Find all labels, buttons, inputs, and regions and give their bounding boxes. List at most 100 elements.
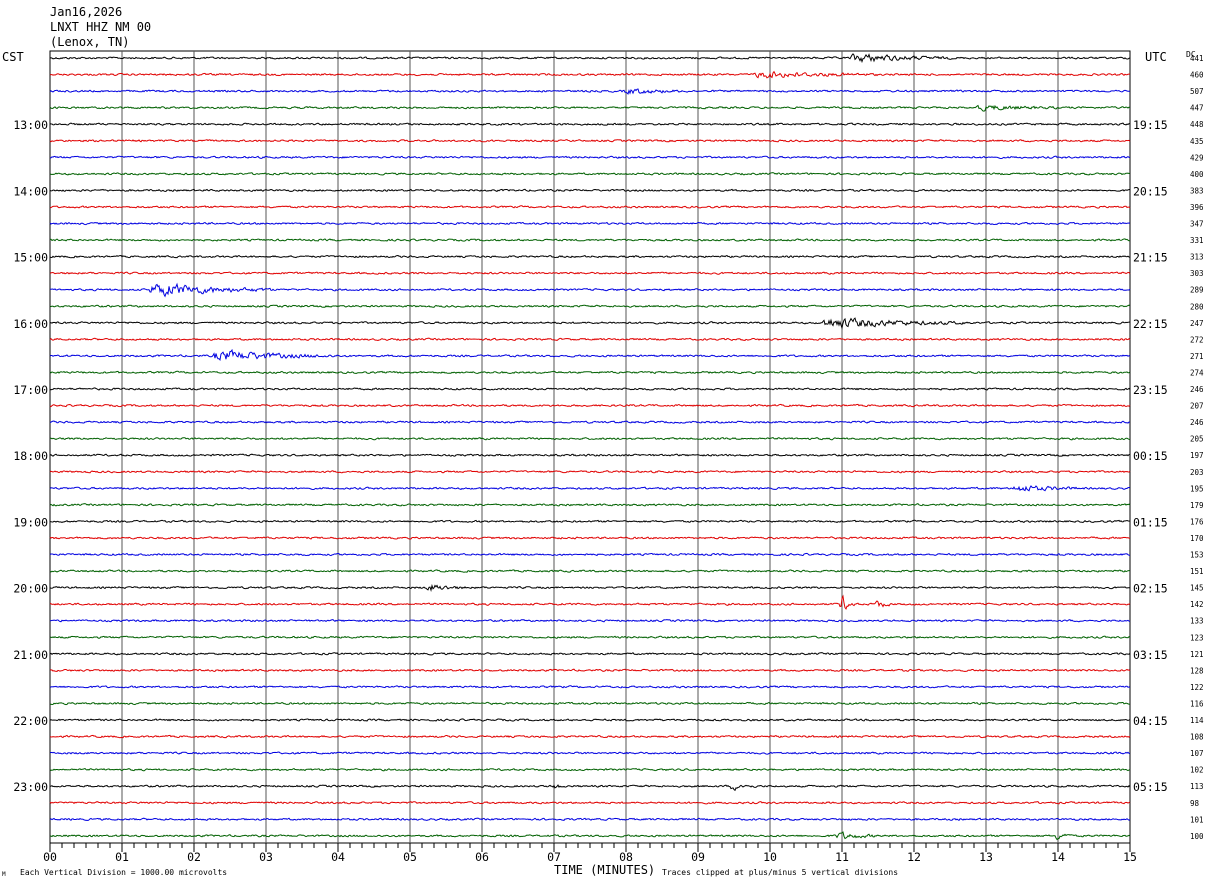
seismic-trace [49,437,1131,441]
seismic-trace [49,370,1131,375]
dc-offset-label: 274 [1190,368,1204,377]
seismic-trace [49,569,1130,573]
seismic-trace [49,88,1130,95]
x-tick-label: 00 [43,850,57,864]
x-tick-label: 13 [979,850,993,864]
seismic-trace [49,387,1131,391]
dc-offset-label: 142 [1190,600,1204,609]
seismic-trace [49,70,1131,79]
dc-offset-label: 113 [1190,782,1204,791]
dc-label: DC [1186,50,1196,59]
dc-offset-label: 429 [1190,153,1204,162]
cst-hour-label: 22:00 [13,714,48,728]
utc-hour-label: 04:15 [1133,714,1168,728]
x-tick-label: 09 [691,850,705,864]
seismic-trace [49,122,1131,126]
dc-offset-label: 313 [1190,253,1204,262]
dc-offset-label: 303 [1190,269,1204,278]
seismic-trace [49,337,1131,342]
dc-offset-label: 170 [1190,534,1204,543]
seismic-trace [49,784,1131,792]
dc-offset-label: 100 [1190,832,1204,841]
seismic-trace [49,583,1131,592]
dc-offset-label: 247 [1190,319,1204,328]
dc-offset-label: 179 [1190,501,1204,510]
footer-left-note: Each Vertical Division = 1000.00 microvo… [20,868,228,877]
utc-hour-label: 05:15 [1133,780,1168,794]
cst-hour-label: 16:00 [13,317,48,331]
seismic-trace [49,768,1131,772]
dc-offset-label: 246 [1190,385,1204,394]
seismic-trace [49,317,1131,330]
dc-offset-label: 122 [1190,683,1204,692]
seismic-trace [49,685,1131,689]
dc-offset-label: 271 [1190,352,1204,361]
dc-offset-label: 507 [1190,87,1204,96]
cst-hour-label: 14:00 [13,184,48,198]
dc-offset-label: 383 [1190,186,1204,195]
dc-offset-label: 108 [1190,733,1204,742]
utc-hour-label: 00:15 [1133,449,1168,463]
x-tick-label: 01 [115,850,129,864]
dc-offset-label: 347 [1190,220,1204,229]
dc-offset-label: 153 [1190,551,1204,560]
seismic-trace [49,53,1131,64]
seismic-trace [49,282,1131,298]
utc-hour-label: 22:15 [1133,317,1168,331]
dc-offset-label: 197 [1190,451,1204,460]
seismic-trace [49,734,1131,739]
dc-offset-label: 435 [1190,137,1204,146]
dc-offset-label: 107 [1190,749,1204,758]
seismic-trace [49,668,1131,673]
seismic-trace [49,453,1130,457]
dc-offset-label: 114 [1190,716,1204,725]
dc-offset-label: 205 [1190,435,1204,444]
dc-offset-label: 116 [1190,699,1204,708]
seismic-trace [49,172,1131,176]
seismic-trace [49,536,1131,540]
dc-offset-label: 121 [1190,650,1204,659]
x-tick-label: 11 [835,850,849,864]
cst-hour-label: 18:00 [13,449,48,463]
utc-hour-label: 19:15 [1133,118,1168,132]
dc-offset-label: 203 [1190,468,1204,477]
dc-offset-label: 151 [1190,567,1204,576]
x-tick-label: 14 [1051,850,1065,864]
cst-hour-label: 21:00 [13,648,48,662]
right-axis-label: UTC [1145,50,1167,64]
footer-corner-mark: M [2,871,6,878]
dc-offset-label: 331 [1190,236,1204,245]
utc-hour-label: 20:15 [1133,184,1168,198]
dc-offset-label: 123 [1190,633,1204,642]
seismic-trace [49,403,1131,408]
utc-hour-label: 01:15 [1133,515,1168,529]
left-axis-label: CST [2,50,24,64]
header-station: LNXT HHZ NM 00 [50,20,152,34]
dc-offset-label: 101 [1190,815,1204,824]
footer-right-note: Traces clipped at plus/minus 5 vertical … [662,868,899,877]
seismic-trace [49,238,1131,242]
seismic-trace [49,139,1131,143]
seismic-trace [49,205,1131,209]
cst-hour-label: 17:00 [13,383,48,397]
seismic-trace [49,348,1131,362]
seismic-trace [49,635,1131,639]
cst-hour-label: 13:00 [13,118,48,132]
dc-offset-label: 447 [1190,104,1204,113]
seismic-trace [49,271,1131,275]
seismic-trace [49,254,1131,259]
dc-offset-label: 396 [1190,203,1204,212]
dc-offset-label: 176 [1190,517,1204,526]
seismic-trace [49,817,1131,822]
seismic-trace [49,221,1131,226]
x-tick-label: 10 [763,850,777,864]
x-tick-label: 03 [259,850,273,864]
dc-offset-label: 246 [1190,418,1204,427]
dc-offset-label: 289 [1190,286,1204,295]
x-tick-label: 04 [331,850,345,864]
dc-offset-label: 102 [1190,766,1204,775]
seismic-trace [49,420,1131,424]
utc-hour-label: 03:15 [1133,648,1168,662]
dc-offset-label: 441 [1190,54,1204,63]
seismic-trace [49,519,1131,524]
